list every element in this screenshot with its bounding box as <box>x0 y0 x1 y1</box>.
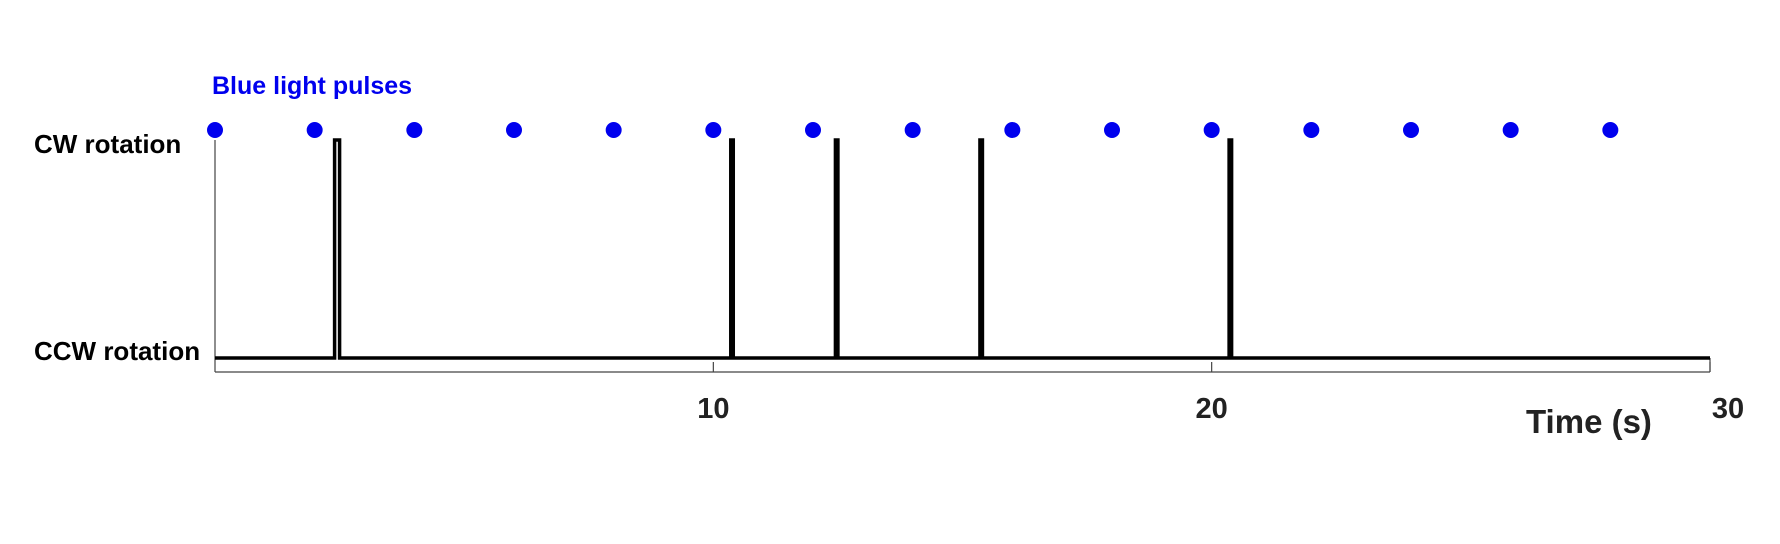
light-pulse-marker <box>1204 122 1220 138</box>
light-pulse-marker <box>1303 122 1319 138</box>
light-pulse-marker <box>1403 122 1419 138</box>
light-pulse-marker <box>1503 122 1519 138</box>
x-tick-label: 10 <box>697 393 729 425</box>
light-pulse-marker <box>1004 122 1020 138</box>
y-state-label-cw: CW rotation <box>34 129 181 159</box>
light-pulse-marker <box>1104 122 1120 138</box>
rotation-trace <box>215 140 1710 358</box>
light-pulse-marker <box>406 122 422 138</box>
light-pulse-marker <box>506 122 522 138</box>
pulse-series-label: Blue light pulses <box>212 72 412 100</box>
light-pulse-marker <box>805 122 821 138</box>
light-pulse-marker <box>307 122 323 138</box>
x-tick-label: 20 <box>1196 393 1228 425</box>
light-pulse-marker <box>606 122 622 138</box>
y-state-label-ccw: CCW rotation <box>34 336 200 366</box>
light-pulse-marker <box>905 122 921 138</box>
light-pulse-marker <box>207 122 223 138</box>
light-pulse-marker <box>1602 122 1618 138</box>
x-axis-title: Time (s) <box>1526 403 1652 440</box>
x-tick-label: 30 <box>1712 393 1744 425</box>
light-pulse-marker <box>705 122 721 138</box>
